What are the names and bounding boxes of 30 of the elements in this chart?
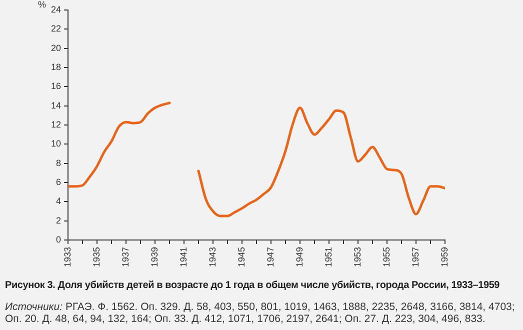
x-tick-label: 1939 xyxy=(149,246,160,268)
x-tick-label: 1955 xyxy=(381,246,392,268)
x-tick-label: 1947 xyxy=(265,246,276,268)
y-tick-label: 16 xyxy=(50,81,62,92)
y-tick-label: 18 xyxy=(50,62,62,72)
y-tick-label: 8 xyxy=(56,158,62,168)
text: Источники: РГАЭ. Ф. 1562. Оп. 329. Д. 58, 403, 550, 801, 1019, 1463, 1888, 2235, 2648, 3166, 3814, 4703; Оп. 20. Д. 48, 64, 94, 132, 164; Оп. 33. Д. 412, 1071, 1706, 2197, 2641; Оп. 27. Д. 223, 304, 496, 833. xyxy=(5,301,516,325)
y-tick-label: 2 xyxy=(56,215,62,226)
x-tick-label: 1945 xyxy=(236,246,246,268)
y-tick-label: 0 xyxy=(56,234,62,244)
y-tick-label: 14 xyxy=(50,100,62,110)
x-tick-label: 1941 xyxy=(178,246,188,268)
y-tick-label: 22 xyxy=(50,24,62,34)
x-tick-label: 1957 xyxy=(410,246,420,268)
y-tick-label: 6 xyxy=(56,176,62,187)
text: Рисунок 3. Доля убийств детей в возрасте до 1 года в общем числе убийств, города России, 1933–1959 xyxy=(5,280,501,291)
x-tick-label: 1943 xyxy=(207,246,218,268)
x-tick-label: 1933 xyxy=(62,246,72,268)
y-tick-label: 12 xyxy=(50,119,62,130)
x-tick-label: 1959 xyxy=(439,246,450,268)
x-tick-label: 1937 xyxy=(120,246,130,268)
x-tick-label: 1953 xyxy=(352,246,362,268)
y-tick-label: 24 xyxy=(50,4,62,14)
x-tick-label: 1951 xyxy=(323,246,334,268)
y-tick-label: 4 xyxy=(56,196,62,206)
y-tick-label: 20 xyxy=(50,42,62,53)
x-tick-label: 1935 xyxy=(91,246,102,268)
x-tick-label: 1949 xyxy=(294,246,304,268)
y-tick-label: 10 xyxy=(50,138,62,149)
y-axis-title: % xyxy=(38,0,46,10)
